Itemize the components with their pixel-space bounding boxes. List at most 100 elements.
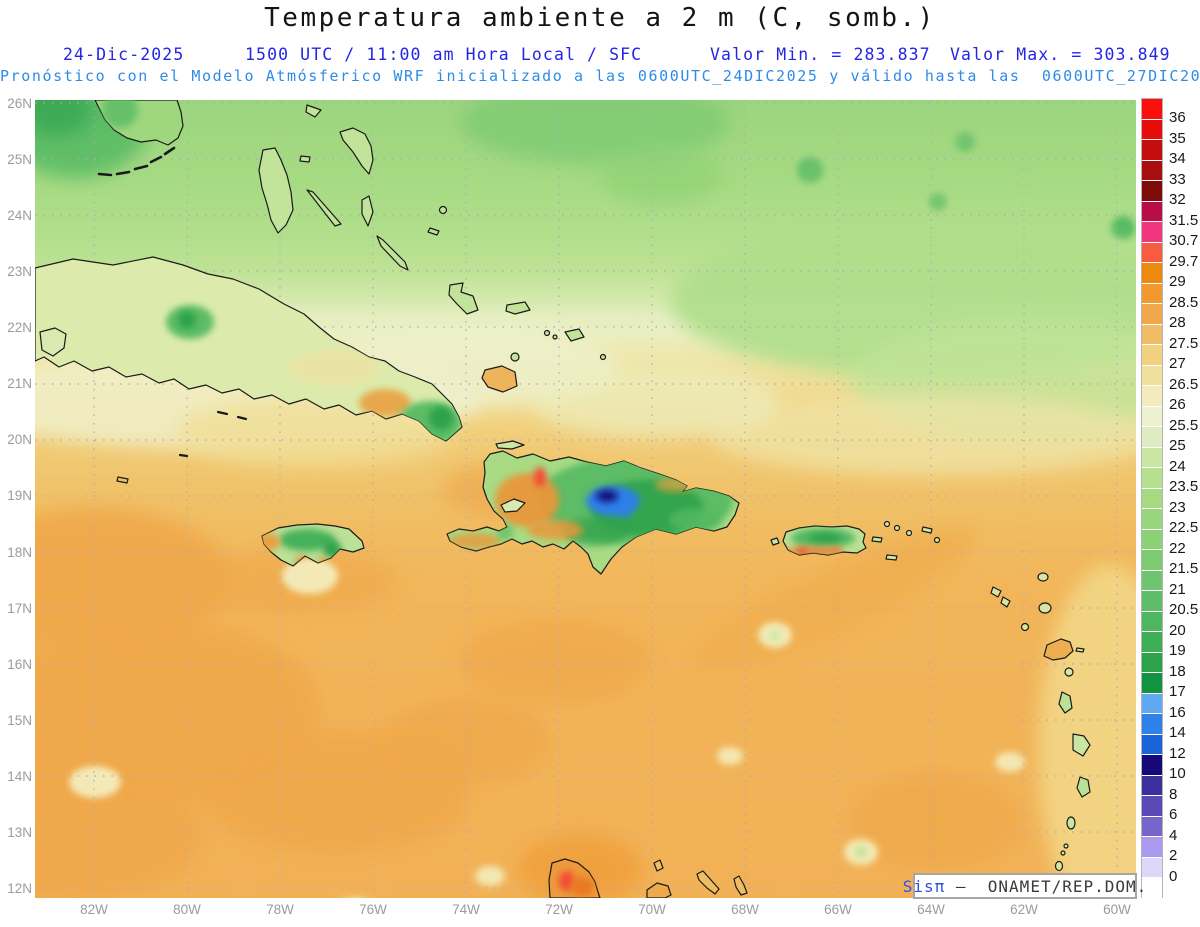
puerto-rico-landmass	[770, 525, 883, 556]
bahamas-islands	[258, 104, 607, 393]
colorbar-level-label: 35	[1169, 129, 1186, 147]
colorbar-swatch	[1142, 160, 1162, 182]
colorbar-swatch	[1142, 365, 1162, 387]
lat-tick-label: 21N	[7, 376, 32, 392]
cuban-cays	[178, 410, 248, 458]
lon-tick-label: 68W	[731, 902, 759, 917]
lat-tick-label: 22N	[7, 320, 32, 336]
colorbar-level-label: 26.5	[1169, 375, 1199, 393]
tortuga-island	[495, 440, 525, 450]
model-subtitle: Pronóstico con el Modelo Atmósferico WRF…	[0, 67, 1200, 85]
lat-tick-label: 26N	[7, 96, 32, 111]
bonaire	[733, 875, 748, 896]
colorbar-level-label: 29.7	[1169, 252, 1199, 270]
colorbar-swatch	[1142, 119, 1162, 140]
lesser-antilles-islands	[883, 520, 1091, 872]
colorbar-level-label: 26	[1169, 396, 1186, 414]
cold-peak-navy	[596, 490, 618, 502]
isla-juventud	[39, 327, 67, 357]
colorbar-level-label: 21.5	[1169, 560, 1199, 578]
mona-island	[770, 537, 780, 546]
lat-tick-label: 19N	[7, 488, 32, 504]
colorbar-level-label: 28	[1169, 314, 1186, 332]
colorbar-swatch	[1142, 242, 1162, 264]
map-canvas	[35, 100, 1136, 898]
colorbar-swatch	[1142, 468, 1162, 489]
colorbar-level-label: 30.7	[1169, 232, 1199, 250]
lon-tick-label: 64W	[917, 902, 945, 917]
colorbar-level-label: 33	[1169, 170, 1186, 188]
colorbar-swatch	[1142, 570, 1162, 592]
colorbar-level-label: 10	[1169, 765, 1186, 783]
colorbar-swatch	[1142, 427, 1162, 448]
landmasses	[35, 100, 1091, 898]
paraguana-peninsula	[646, 882, 672, 898]
colorbar-swatch	[1142, 857, 1162, 879]
colorbar-level-label: 8	[1169, 785, 1178, 803]
lat-tick-label: 14N	[7, 768, 32, 784]
brand-separator: –	[945, 876, 988, 896]
colorbar-swatch	[1142, 181, 1162, 202]
colorbar-swatch	[1142, 386, 1162, 407]
colorbar-swatch	[1142, 345, 1162, 366]
brand-org: ONAMET/REP.DOM.	[987, 876, 1148, 896]
florida-landmass	[94, 100, 184, 177]
colorbar-level-label: 21	[1169, 580, 1186, 598]
cayman-islands	[116, 476, 129, 484]
colorbar-swatch	[1142, 406, 1162, 428]
colorbar-swatch	[1142, 591, 1162, 612]
lat-tick-label: 18N	[7, 544, 32, 560]
colorbar-swatch	[1142, 140, 1162, 161]
colorbar-level-label: 17	[1169, 683, 1186, 701]
colorbar-level-label: 31.5	[1169, 211, 1199, 229]
colorbar-swatch	[1142, 693, 1162, 715]
colorbar-level-label: 6	[1169, 806, 1178, 824]
colorbar-level-label: 29	[1169, 273, 1186, 291]
colorbar-level-label: 12	[1169, 744, 1186, 762]
colorbar-swatch	[1142, 304, 1162, 325]
colorbar-swatch	[1142, 222, 1162, 243]
colorbar-swatch	[1142, 775, 1162, 797]
colorbar-level-label: 34	[1169, 150, 1186, 168]
colorbar-swatch	[1142, 509, 1162, 530]
colorbar-swatch	[1142, 714, 1162, 735]
colorbar-swatch	[1142, 734, 1162, 756]
colorbar	[1141, 98, 1163, 899]
colorbar-level-label: 18	[1169, 662, 1186, 680]
colorbar-swatch	[1142, 816, 1162, 838]
lon-tick-label: 78W	[266, 902, 294, 917]
colorbar-swatch	[1142, 263, 1162, 284]
colorbar-swatch	[1142, 529, 1162, 551]
lat-tick-label: 12N	[7, 880, 32, 896]
colorbar-swatch	[1142, 878, 1162, 899]
colorbar-swatch	[1142, 201, 1162, 223]
lat-tick-label: 20N	[7, 432, 32, 448]
colorbar-level-label: 25.5	[1169, 416, 1199, 434]
colorbar-swatch	[1142, 488, 1162, 510]
colorbar-level-label: 24	[1169, 457, 1186, 475]
gonave-island	[500, 498, 526, 513]
forecast-time: 1500 UTC / 11:00 am Hora Local / SFC	[245, 45, 643, 64]
aruba	[653, 859, 664, 872]
florida-keys	[97, 146, 176, 177]
dominica	[1058, 691, 1073, 714]
lat-tick-label: 24N	[7, 208, 32, 224]
lon-tick-label: 62W	[1010, 902, 1038, 917]
lat-tick-label: 23N	[7, 264, 32, 280]
lat-tick-label: 16N	[7, 656, 32, 672]
colorbar-level-label: 20	[1169, 621, 1186, 639]
lon-tick-label: 66W	[824, 902, 852, 917]
colorbar-swatch	[1142, 550, 1162, 571]
colorbar-level-label: 23	[1169, 498, 1186, 516]
colorbar-level-label: 20.5	[1169, 601, 1199, 619]
temperature-map	[35, 100, 1136, 898]
colorbar-swatch	[1142, 837, 1162, 858]
st-lucia	[1076, 776, 1091, 798]
value-max-label: Valor Max. = 303.849	[950, 45, 1171, 64]
colorbar-level-label: 4	[1169, 826, 1178, 844]
colorbar-swatch	[1142, 755, 1162, 776]
st-croix	[885, 554, 898, 561]
forecast-date: 24-Dic-2025	[63, 45, 185, 64]
branding-box: Sisπ – ONAMET/REP.DOM.	[903, 873, 1146, 899]
